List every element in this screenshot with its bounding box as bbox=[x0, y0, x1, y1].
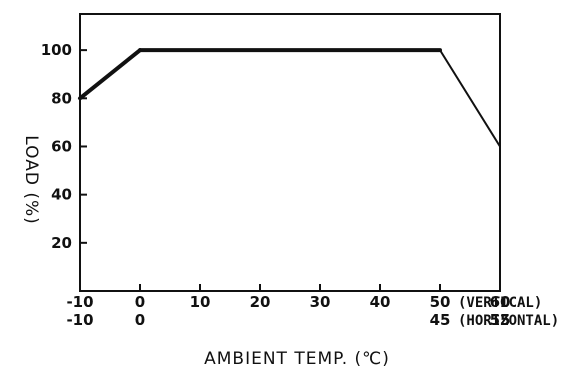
y-ticks: 20 40 60 80 100 bbox=[41, 41, 87, 252]
horizontal-mounting-label: (HORIZONTAL) bbox=[458, 313, 559, 329]
vertical-mounting-label: (VERTICAL) bbox=[458, 295, 542, 311]
x-tick-label-horizontal: 0 bbox=[135, 311, 145, 329]
y-tick-label: 20 bbox=[51, 234, 72, 252]
derating-curve-segment bbox=[78, 48, 142, 101]
x-tick-label-vertical: -10 bbox=[66, 293, 93, 311]
x-tick-label-vertical: 0 bbox=[135, 293, 145, 311]
y-tick-label: 40 bbox=[51, 186, 72, 204]
derating-curve-segment bbox=[439, 49, 501, 148]
plot-frame bbox=[79, 13, 501, 292]
x-tick-label-vertical: 50 bbox=[430, 293, 451, 311]
x-tick-label-horizontal: 55 bbox=[490, 311, 511, 329]
x-tick-label-vertical: 60 bbox=[490, 293, 511, 311]
y-tick-label: 100 bbox=[41, 41, 72, 59]
x-ticks: -10 0 10 20 30 40 50 60 -10 0 45 55 bbox=[66, 284, 510, 329]
x-tick-label-vertical: 30 bbox=[310, 293, 331, 311]
x-tick-label-vertical: 20 bbox=[250, 293, 271, 311]
x-tick-label-vertical: 10 bbox=[190, 293, 211, 311]
y-tick-label: 60 bbox=[51, 137, 72, 155]
series-layer bbox=[78, 48, 501, 292]
y-axis-label: LOAD (%) bbox=[21, 135, 41, 225]
x-tick-label-vertical: 40 bbox=[370, 293, 391, 311]
x-tick-label-horizontal: -10 bbox=[66, 311, 93, 329]
y-tick-label: 80 bbox=[51, 89, 72, 107]
x-tick-label-horizontal: 45 bbox=[430, 311, 451, 329]
x-axis-label: AMBIENT TEMP. (℃) bbox=[204, 349, 390, 369]
